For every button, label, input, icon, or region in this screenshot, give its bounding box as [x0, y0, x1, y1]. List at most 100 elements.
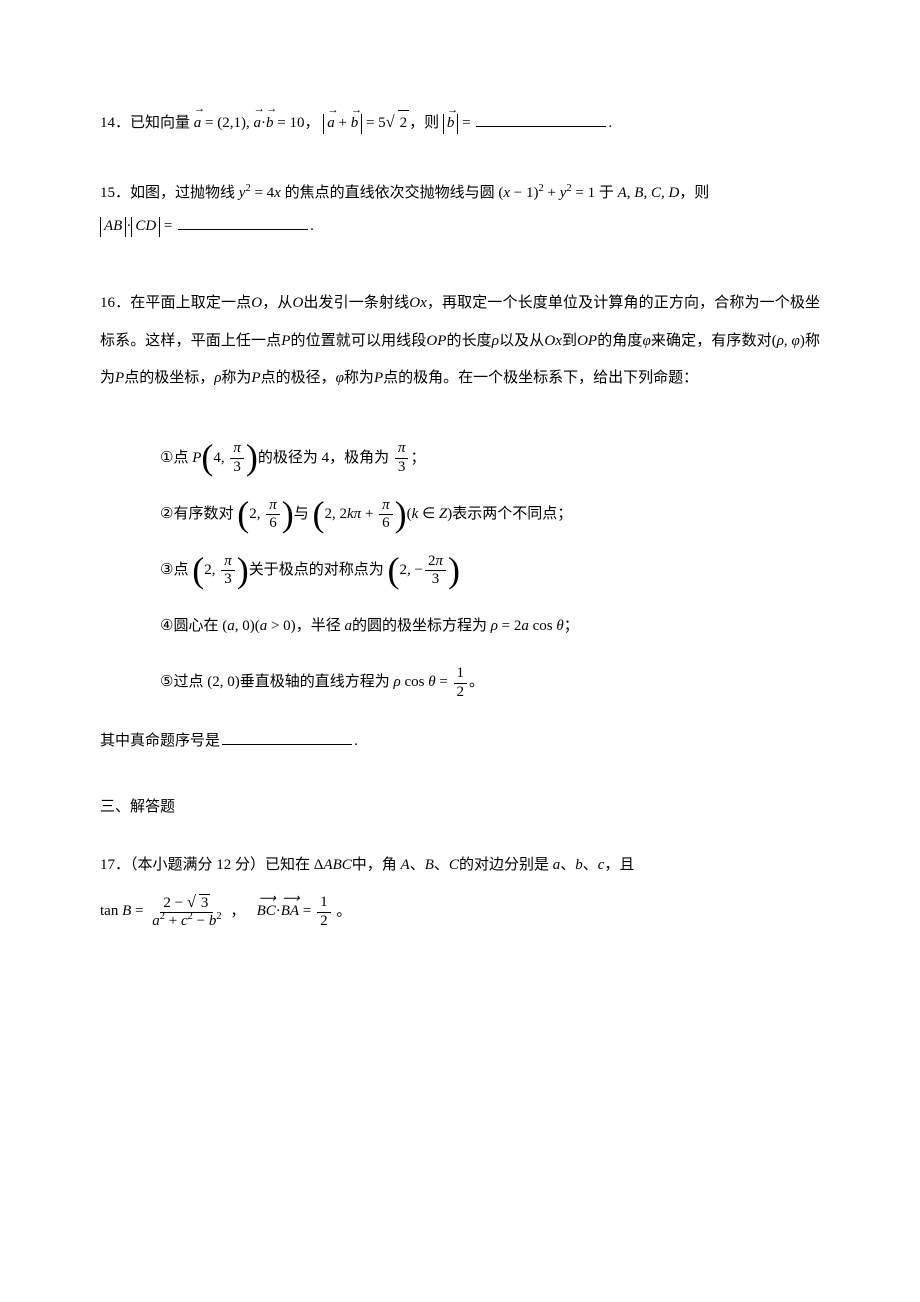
q16-phi2: φ	[336, 370, 344, 386]
q17-mid1: 中，角	[352, 857, 397, 873]
q17-sep2: 、	[434, 857, 449, 873]
q16-item-1: ①点 P(4, π3)的极径为 4，极角为 π3；	[160, 440, 820, 476]
q16-p1h: 到	[562, 333, 577, 349]
q17-sep3: 、	[560, 857, 575, 873]
i4-d: ；	[564, 618, 579, 634]
q16-item-4: ④圆心在 (a, 0)(a > 0)，半径 a的圆的极坐标方程为 ρ = 2a …	[160, 608, 820, 644]
q16-item-2: ②有序数对 (2, π6)与 (2, 2kπ + π6)(k ∈ Z)表示两个不…	[160, 496, 820, 532]
q16-p1g: 以及从	[499, 333, 544, 349]
i2-b: 与	[294, 506, 309, 522]
q15-parabola: y2 = 4x	[239, 185, 281, 201]
q16-p1a: 在平面上取定一点	[130, 295, 251, 311]
q16-item-5: ⑤过点 (2, 0)垂直极轴的直线方程为 ρ cos θ = 12。	[160, 664, 820, 700]
q17-B: B	[425, 857, 434, 873]
q16-conc-text: 其中真命题序号是	[100, 733, 220, 749]
q14-number: 14．	[100, 115, 130, 131]
q16-P3: P	[251, 370, 260, 386]
q14-vec-a: a = (2,1), a·b = 10	[194, 115, 305, 131]
q16-p1f: 的长度	[446, 333, 491, 349]
q16-Ox1: Ox	[409, 295, 427, 311]
q15-t2: 的焦点的直线依次交抛物线与圆	[285, 185, 495, 201]
i4-c: 的圆的极坐标方程为	[352, 618, 487, 634]
q16-O2: O	[292, 295, 303, 311]
i2-c: 表示两个不同点；	[452, 506, 572, 522]
i1-ang: π3	[395, 440, 409, 476]
i5-c: 。	[469, 674, 484, 690]
circ-3: ③	[160, 562, 173, 578]
question-16: 16．在平面上取定一点O，从O出发引一条射线Ox，再取定一个长度单位及计算角的正…	[100, 285, 820, 398]
q15-points: A, B, C, D	[618, 185, 680, 201]
q16-p1b: ，从	[262, 295, 292, 311]
section-three: 三、解答题	[100, 795, 820, 819]
i1-c: ；	[410, 450, 425, 466]
i4-eq: ρ = 2a cos θ	[491, 618, 564, 634]
q14-abs-sum: a + b = 52	[323, 115, 409, 131]
i5-pt: (2, 0)	[207, 674, 240, 690]
q16-items: ①点 P(4, π3)的极径为 4，极角为 π3； ②有序数对 (2, π6)与…	[100, 440, 820, 701]
q17-sep1: 、	[410, 857, 425, 873]
circ-5: ⑤	[160, 674, 173, 690]
i1-b: 的极径为 4，极角为	[258, 450, 389, 466]
i4-r: a	[344, 618, 352, 634]
question-17: 17．（本小题满分 12 分）已知在 ΔABC中，角 A、B、C的对边分别是 a…	[100, 849, 820, 931]
i1-a: 点	[173, 450, 188, 466]
q17-number: 17．	[100, 857, 130, 873]
question-14: 14．已知向量 a = (2,1), a·b = 10， a + b = 52，…	[100, 110, 820, 135]
circ-2: ②	[160, 506, 173, 522]
q15-period: .	[310, 218, 314, 234]
i2-p2: (2, 2kπ + π6)(k ∈ Z)	[313, 506, 453, 522]
q17-A: A	[401, 857, 410, 873]
q17-comma: ，	[230, 903, 245, 919]
q16-O1: O	[251, 295, 262, 311]
q16-OP2: OP	[577, 333, 597, 349]
circ-4: ④	[160, 618, 173, 634]
q16-conclusion: 其中真命题序号是.	[100, 729, 820, 753]
q16-p1j: 来确定，有序数对	[651, 333, 772, 349]
i2-a: 有序数对	[173, 506, 233, 522]
q14-c2: ，则	[409, 115, 439, 131]
q16-OP1: OP	[426, 333, 446, 349]
section-label-text: 三、解答题	[100, 799, 175, 815]
q15-t4: ，则	[679, 185, 709, 201]
q15-number: 15．	[100, 185, 130, 201]
q16-p1n: 点的极径，	[261, 370, 336, 386]
q15-circle: (x − 1)2 + y2 = 1	[498, 185, 595, 201]
q16-pair: (ρ, φ)	[772, 333, 805, 349]
q17-eq1: tan B = 2 − 3 a2 + c2 − b2	[100, 903, 230, 919]
circ-1: ①	[160, 450, 173, 466]
q15-product: AB·CD =	[100, 218, 176, 234]
i5-eq: ρ cos θ = 12	[393, 674, 469, 690]
q14-c1: ，	[304, 115, 319, 131]
q16-p1c: 出发引一条射线	[303, 295, 409, 311]
q14-period: .	[608, 115, 612, 131]
q15-t3: 于	[599, 185, 614, 201]
q16-P1: P	[281, 333, 290, 349]
i3-b: 关于极点的对称点为	[249, 562, 384, 578]
q15-t1: 如图，过抛物线	[130, 185, 235, 201]
q14-t1: 已知向量	[130, 115, 190, 131]
q16-p1e: 的位置就可以用线段	[290, 333, 426, 349]
q16-p1l: 点的极坐标，	[124, 370, 214, 386]
q14-abs-b: b =	[443, 115, 474, 131]
i4-b: ，半径	[296, 618, 341, 634]
i5-a: 过点	[173, 674, 203, 690]
q16-p1m: 称为	[221, 370, 251, 386]
q16-Ox2: Ox	[544, 333, 562, 349]
q17-sep4: 、	[583, 857, 598, 873]
q16-period: .	[354, 733, 358, 749]
q14-blank	[476, 111, 606, 127]
i4-a: 圆心在	[173, 618, 218, 634]
q15-blank	[178, 214, 308, 230]
q16-P2: P	[115, 370, 124, 386]
q17-C: C	[449, 857, 459, 873]
q17-mid3: ，且	[604, 857, 634, 873]
q16-p1i: 的角度	[597, 333, 642, 349]
question-15: 15．如图，过抛物线 y2 = 4x 的焦点的直线依次交抛物线与圆 (x − 1…	[100, 177, 820, 243]
i2-p1: (2, π6)	[237, 506, 294, 522]
q17-eq2: BC·BA = 12	[257, 903, 337, 919]
i3-a: 点	[173, 562, 188, 578]
q16-blank	[222, 729, 352, 745]
q17-end: 。	[336, 903, 351, 919]
q16-P4: P	[374, 370, 383, 386]
q17-b: b	[575, 857, 583, 873]
